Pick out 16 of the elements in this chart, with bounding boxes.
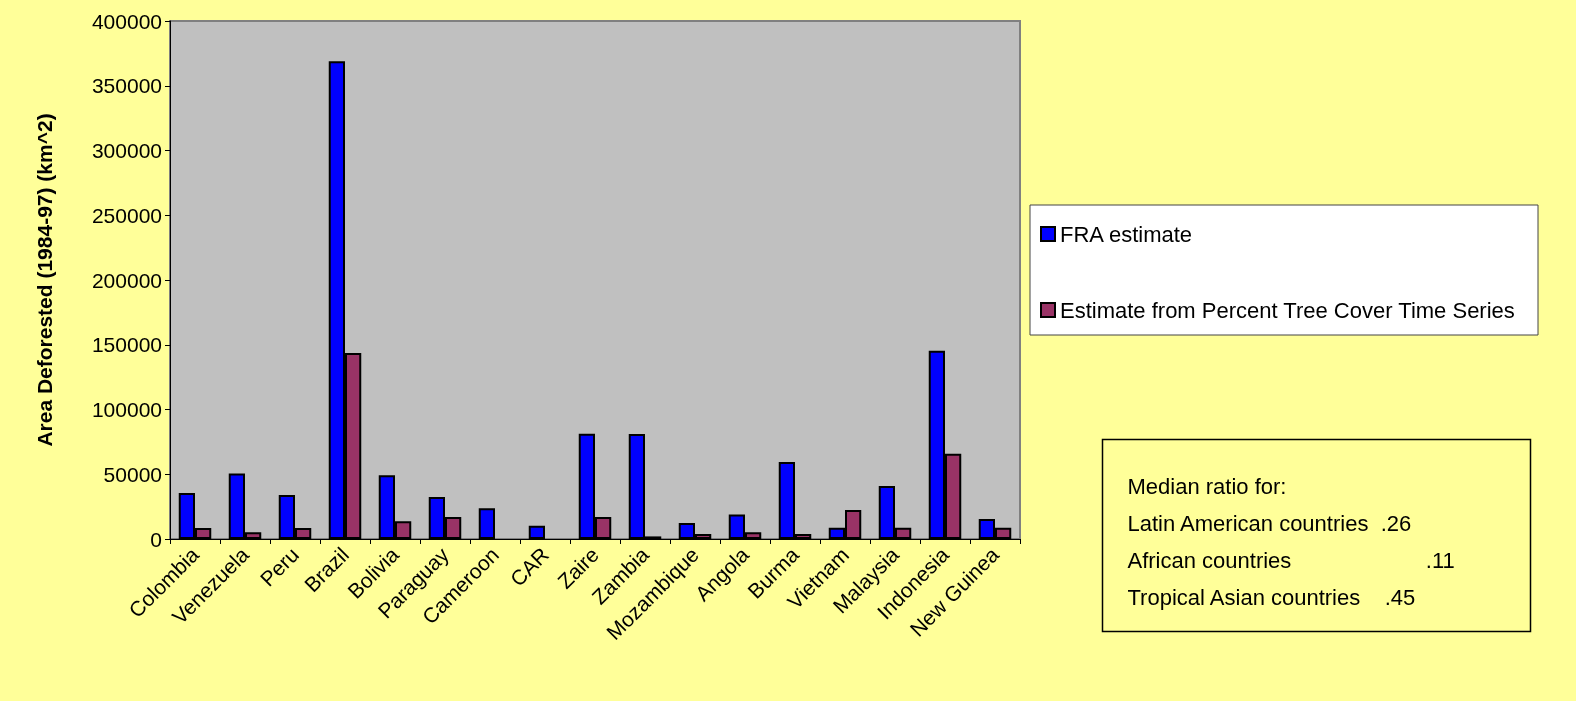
y-tick-label: 0 (150, 527, 162, 551)
y-tick-label: 250000 (91, 203, 162, 227)
text: Latin American countries .26 (1127, 510, 1412, 536)
legend-label: FRA estimate (1060, 221, 1193, 247)
text: Tropical Asian countries .45 (1127, 584, 1416, 610)
y-axis-title: Area Deforested (1984-97) (km^2) (33, 113, 56, 447)
y-tick-label: 300000 (91, 139, 162, 162)
y-tick-label: 150000 (91, 333, 162, 357)
y-tick-label: 100000 (91, 398, 162, 421)
text: Median ratio for: (1127, 473, 1287, 499)
y-tick-label: 50000 (103, 462, 162, 486)
legend-label: Estimate from Percent Tree Cover Time Series (1060, 297, 1515, 323)
y-tick-label: 200000 (91, 268, 162, 292)
y-tick-label: 350000 (91, 74, 162, 98)
y-tick-label: 400000 (91, 9, 162, 33)
text: African countries .11 (1127, 547, 1455, 573)
